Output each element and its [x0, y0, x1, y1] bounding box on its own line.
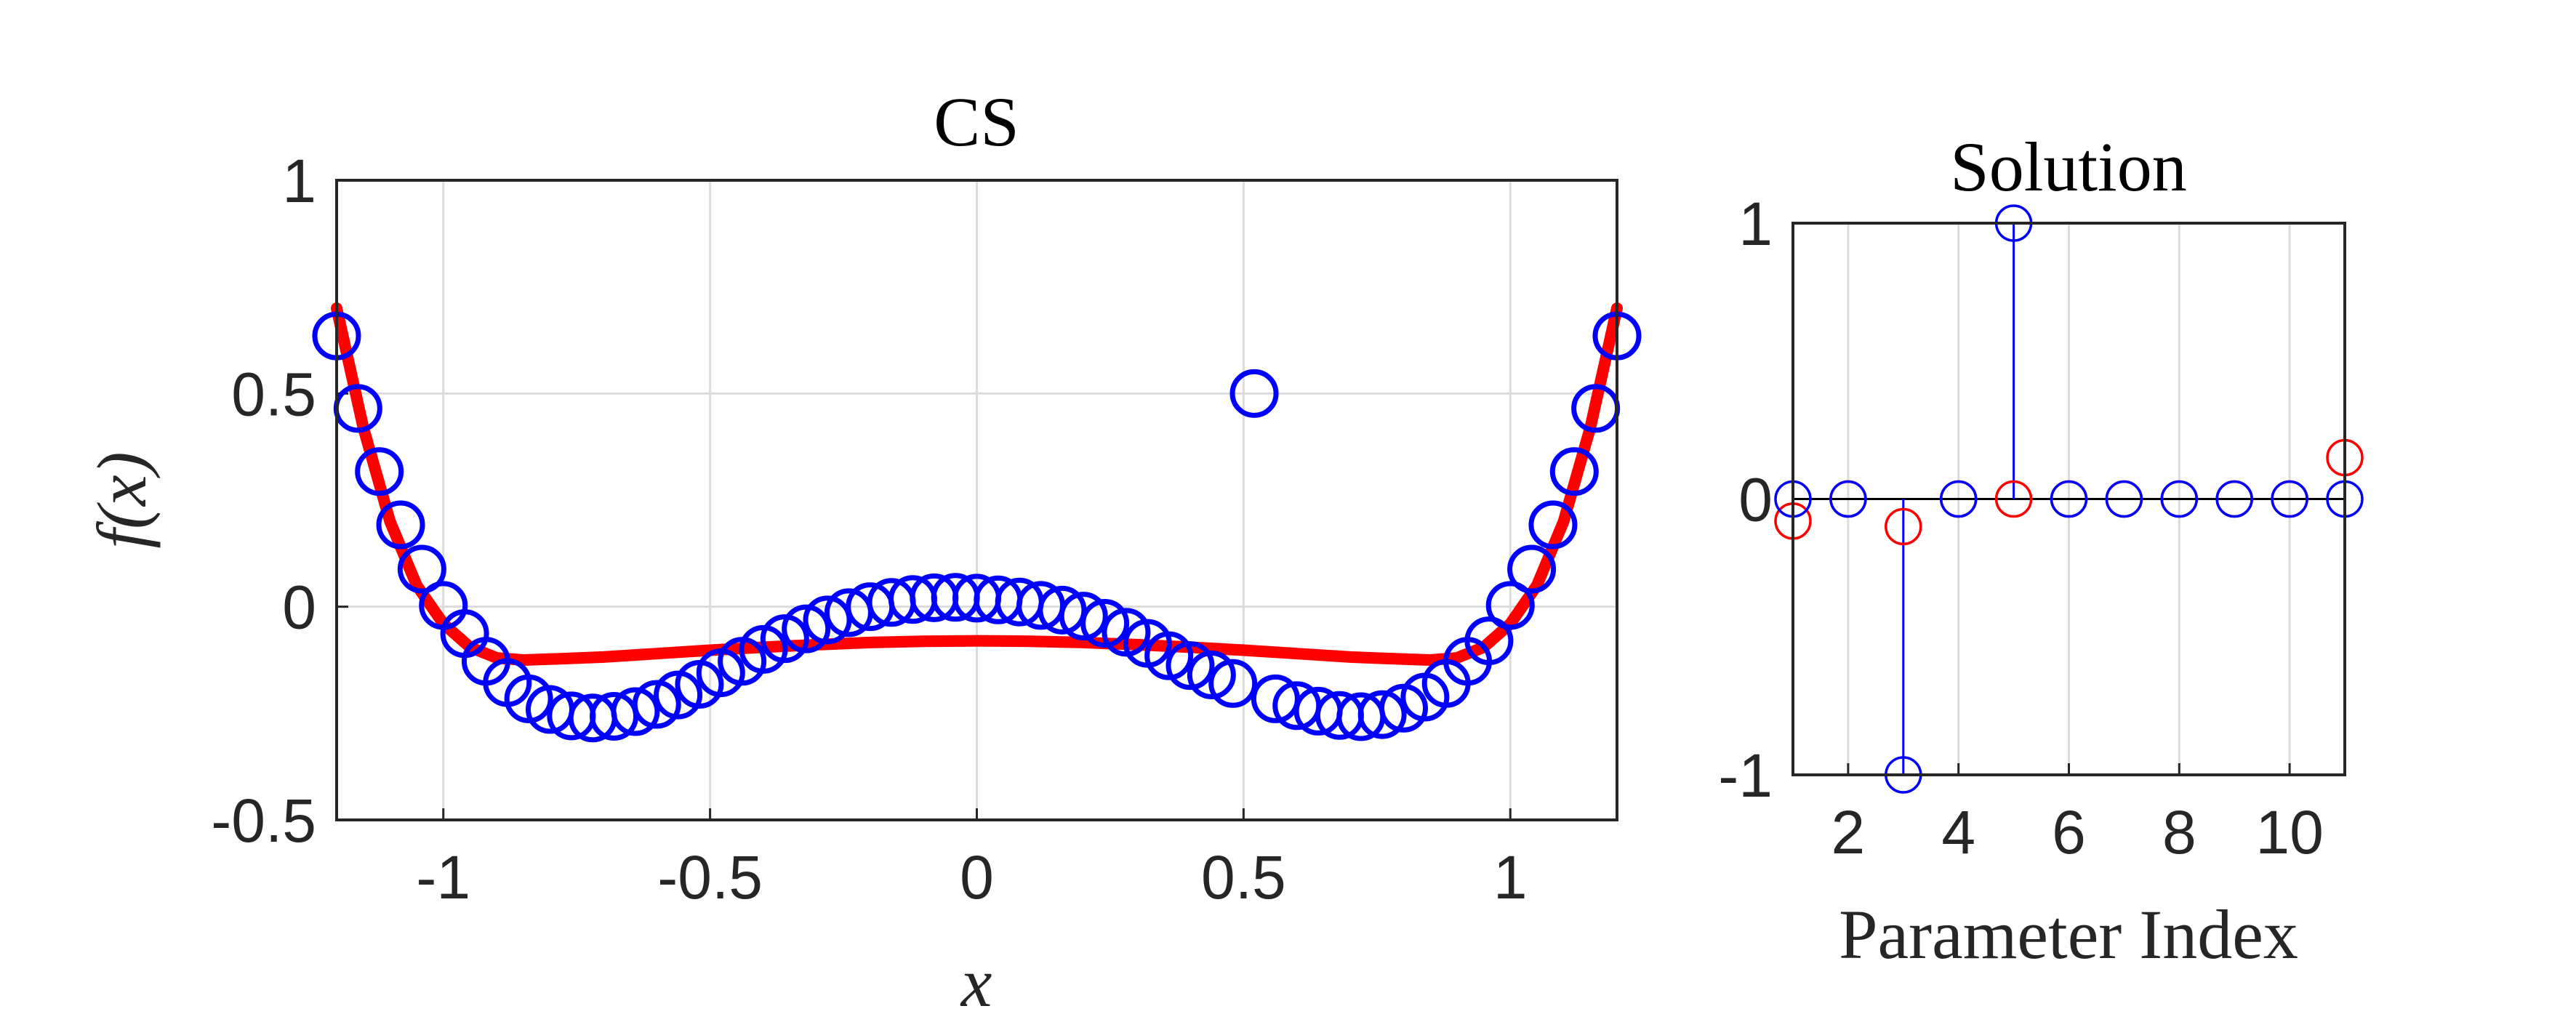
y-tick-label: 1	[1738, 190, 1773, 258]
x-tick-label: 10	[2255, 798, 2323, 866]
cs-y-tick-labels: -0.5 0 0.5 1	[211, 147, 316, 855]
y-tick-label: 1	[282, 147, 316, 215]
x-tick-label: -0.5	[657, 843, 763, 912]
sample-marker	[1187, 651, 1236, 700]
sample-marker	[1165, 641, 1215, 691]
sample-marker	[1038, 585, 1087, 635]
sample-marker	[803, 595, 852, 645]
sample-marker	[1229, 369, 1279, 418]
stem-marker	[1939, 480, 1978, 518]
y-tick-label: 0	[1738, 466, 1773, 534]
solution-x-tick-labels: 2 4 6 8 10	[1831, 798, 2324, 866]
solution-chart: 2 4 6 8 10 -1 0 1 Solution Parameter Index	[1718, 128, 2364, 973]
x-tick-label: 8	[2162, 798, 2196, 866]
y-tick-label: -0.5	[211, 786, 316, 855]
solution-x-axis-label: Parameter Index	[1839, 896, 2298, 973]
sample-marker	[397, 544, 446, 594]
sample-marker	[1208, 659, 1258, 708]
sample-marker	[1357, 690, 1407, 739]
sample-marker	[632, 680, 681, 729]
stem-marker	[2160, 480, 2199, 518]
cs-sample-markers	[312, 311, 1642, 743]
y-tick-label: 0	[282, 574, 316, 642]
sample-marker	[611, 687, 660, 736]
x-tick-label: 0	[960, 843, 994, 912]
sample-marker	[1059, 592, 1108, 641]
x-tick-label: 6	[2052, 798, 2086, 866]
cs-x-axis-label: x	[960, 944, 992, 1021]
ls-marker	[1994, 480, 2033, 518]
x-tick-label: 2	[1831, 798, 1866, 866]
sample-marker	[782, 604, 831, 653]
stem-marker	[2105, 480, 2143, 518]
sample-marker	[1144, 631, 1194, 680]
cs-y-axis-label: f(x)	[83, 451, 161, 548]
x-tick-label: 1	[1493, 843, 1528, 912]
y-tick-label: 0.5	[231, 360, 316, 428]
solution-markers	[1774, 204, 2364, 794]
sample-marker	[1549, 447, 1599, 496]
stem-marker	[2215, 480, 2253, 518]
stem-marker	[2050, 480, 2088, 518]
sample-marker	[760, 614, 809, 664]
sample-marker	[1080, 599, 1130, 648]
x-tick-label: 4	[1941, 798, 1975, 866]
sample-marker	[376, 500, 425, 550]
y-tick-label: -1	[1718, 741, 1773, 810]
x-tick-label: 0.5	[1201, 843, 1286, 912]
sample-marker	[1485, 581, 1535, 630]
cs-axes-box	[335, 179, 1618, 821]
ls-marker	[1885, 507, 1922, 546]
solution-axes-box	[1791, 222, 2346, 776]
stem-marker	[2271, 480, 2308, 518]
stem-marker	[1829, 480, 1867, 518]
solution-chart-title: Solution	[1950, 128, 2186, 206]
cs-chart-title: CS	[934, 83, 1019, 161]
sample-marker	[1464, 616, 1514, 666]
sample-marker	[1507, 544, 1557, 594]
solution-y-tick-labels: -1 0 1	[1718, 190, 1773, 810]
cs-x-tick-labels: -1 -0.5 0 0.5 1	[416, 843, 1527, 912]
sample-marker	[355, 447, 404, 496]
sample-marker	[1528, 500, 1578, 550]
x-tick-label: -1	[416, 843, 470, 912]
cs-chart: -1 -0.5 0 0.5 1 -0.5 0 0.5 1 CS x f(x)	[83, 83, 1642, 1021]
